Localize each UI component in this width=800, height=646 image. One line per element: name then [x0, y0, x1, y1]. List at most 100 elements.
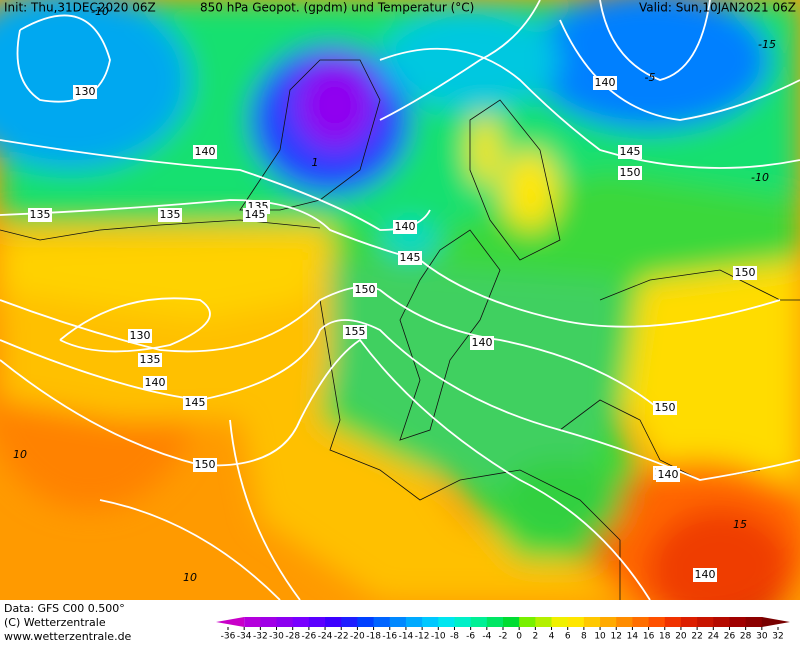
contour-label: 150: [195, 458, 216, 471]
colorbar-label: -28: [285, 632, 300, 642]
contour-label-box: [470, 336, 494, 350]
colorbar-segment: [535, 617, 553, 627]
contour-label: 145: [620, 145, 641, 158]
colorbar-segment: [438, 617, 455, 627]
contour-label-box: [618, 145, 642, 159]
init-time: Init: Thu,31DEC2020 06Z: [4, 1, 156, 15]
colorbar-label: 12: [611, 632, 622, 642]
colorbar-segment: [697, 617, 714, 627]
colorbar-label: 8: [581, 632, 587, 642]
contour-label: 140: [695, 568, 716, 581]
map-title: 850 hPa Geopot. (gpdm) und Temperatur (°…: [200, 1, 474, 15]
data-source: Data: GFS C00 0.500°: [4, 602, 125, 615]
colorbar-label: -14: [399, 632, 414, 642]
colorbar-label: 24: [708, 632, 720, 642]
contour-label-box: [353, 283, 377, 297]
contour-label-box: [593, 76, 617, 90]
colorbar-segment: [422, 617, 439, 627]
contour-label: 140: [145, 376, 166, 389]
contour-label: 150: [355, 283, 376, 296]
colorbar-segment: [260, 617, 278, 627]
contour-label: -15: [758, 38, 776, 51]
colorbar-label: -32: [253, 632, 268, 642]
contour-label: 140: [195, 145, 216, 158]
colorbar-label: 10: [594, 632, 606, 642]
contours: [0, 0, 800, 600]
contour-label-box: [618, 166, 642, 180]
colorbar-label: -12: [415, 632, 430, 642]
contour-label-box: [143, 376, 167, 390]
colorbar-segment: [244, 617, 261, 627]
colorbar-segment: [486, 617, 504, 627]
contour-label-box: [138, 353, 162, 367]
contour-label: -10: [91, 5, 109, 18]
contour-label-box: [128, 329, 152, 343]
colorbar-label: 18: [659, 632, 671, 642]
colorbar-label: 32: [772, 632, 783, 642]
colorbar-label: 20: [675, 632, 687, 642]
contour-label: 150: [735, 266, 756, 279]
colorbar-segment: [713, 617, 730, 627]
colorbar-segment: [761, 617, 790, 627]
colorbar-segment: [680, 617, 698, 627]
colorbar-label: 2: [532, 632, 538, 642]
colorbar-label: -30: [269, 632, 284, 642]
contour-label: -10: [751, 171, 769, 184]
contour-label: 135: [30, 208, 51, 221]
colorbar-label: 6: [565, 632, 571, 642]
contour-label: 140: [395, 220, 416, 233]
contour-label-box: [193, 458, 217, 472]
contour-label-box: [158, 208, 182, 222]
colorbar-segment: [216, 617, 245, 627]
colorbar-label: -10: [431, 632, 446, 642]
contour-labels: 130 140 135 135 135 140 145 150 155 140 150 145 150 1…: [13, 5, 776, 584]
colorbar-label: -34: [237, 632, 252, 642]
colorbar-label: 22: [691, 632, 702, 642]
contour-label: -5: [645, 71, 656, 84]
contour-label-box: [733, 266, 757, 280]
contour-label: 10: [183, 571, 197, 584]
colorbar-segment: [632, 617, 650, 627]
colorbar-label: 0: [516, 632, 522, 642]
colorbar-label: 14: [627, 632, 639, 642]
colorbar-label: -20: [350, 632, 365, 642]
colorbar-segment: [503, 617, 520, 627]
colorbar-segment: [357, 617, 375, 627]
colorbar-segment: [648, 617, 666, 627]
contour-label: 140: [595, 76, 616, 89]
contour-label: 150: [620, 166, 641, 179]
contour-label: 155: [345, 325, 366, 338]
contour-label-box: [653, 401, 677, 415]
colorbar-label: -4: [482, 632, 491, 642]
colorbar-segment: [308, 617, 326, 627]
colorbar-label: 26: [724, 632, 736, 642]
colorbar-segment: [405, 617, 423, 627]
contour-label: 150: [655, 401, 676, 414]
colorbar-segment: [729, 617, 747, 627]
colorbar-segment: [470, 617, 488, 627]
colorbar-segment: [616, 617, 633, 627]
contour-label-box: [393, 220, 417, 234]
contour-label: 130: [130, 329, 151, 342]
colorbar-label: -16: [382, 632, 397, 642]
colorbar-segment: [519, 617, 536, 627]
contour-label: 135: [160, 208, 181, 221]
colorbar-segment: [389, 617, 407, 627]
contour-label-box: [73, 85, 97, 99]
contour-label: 15: [733, 518, 747, 531]
colorbar-segment: [325, 617, 342, 627]
contour-label-box: [693, 568, 717, 582]
contour-label-box: [656, 468, 680, 482]
colorbar-label: -22: [334, 632, 349, 642]
colorbar-segment: [745, 617, 763, 627]
colorbar-label: -2: [499, 632, 508, 642]
colorbar-label: 16: [643, 632, 655, 642]
colorbar-segment: [454, 617, 472, 627]
colorbar-segment: [341, 617, 358, 627]
contour-label: 135: [140, 353, 161, 366]
colorbar-segment: [292, 617, 310, 627]
contour-label-box: [343, 325, 367, 339]
contour-label: 145: [400, 251, 421, 264]
